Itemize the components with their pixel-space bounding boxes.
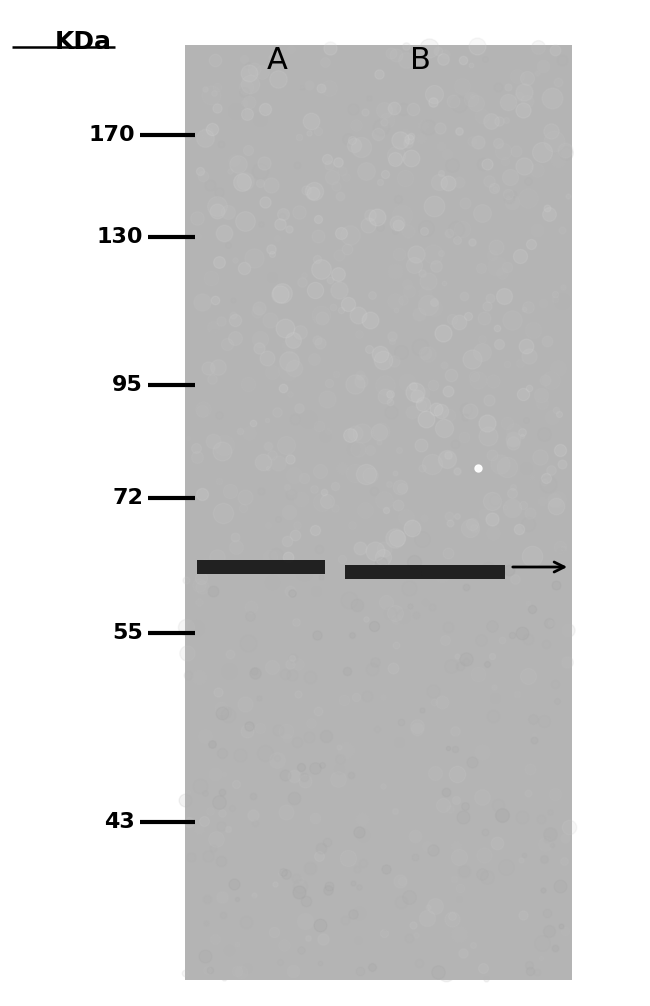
Bar (197, 560, 325, 574)
Text: A: A (266, 45, 287, 74)
Text: 55: 55 (112, 623, 143, 643)
Text: 72: 72 (112, 488, 143, 508)
Text: 170: 170 (88, 125, 135, 145)
Bar (185, 45, 572, 980)
Bar (345, 565, 505, 579)
Text: 130: 130 (96, 227, 143, 247)
Text: 43: 43 (104, 812, 135, 832)
Text: B: B (410, 45, 430, 74)
Text: KDa: KDa (55, 30, 112, 54)
Text: 95: 95 (112, 375, 143, 395)
